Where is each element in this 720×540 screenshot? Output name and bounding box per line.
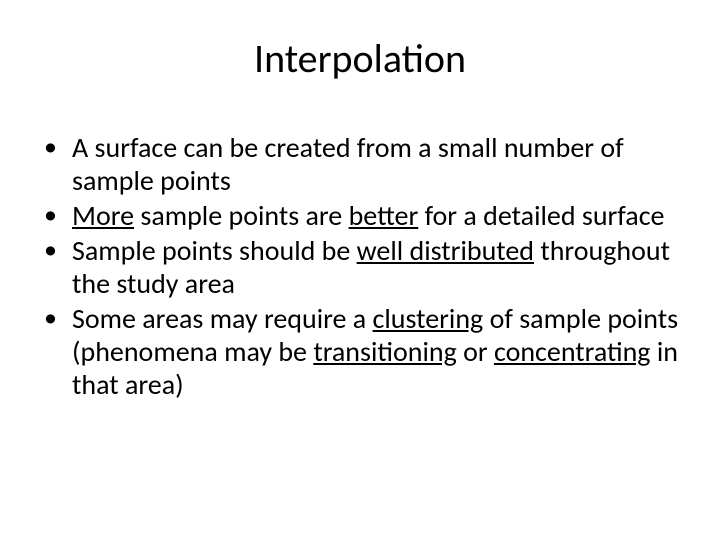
list-item: Sample points should be well distributed…: [44, 234, 690, 300]
text-segment: well distributed: [357, 233, 534, 268]
list-item: A surface can be created from a small nu…: [44, 131, 690, 197]
text-segment: clustering: [373, 301, 484, 336]
text-segment: concentrating: [494, 334, 651, 369]
text-segment: A surface can be created from a small nu…: [72, 130, 624, 198]
text-segment: Sample points should be: [72, 233, 357, 268]
text-segment: or: [457, 334, 494, 369]
text-segment: transitioning: [313, 334, 456, 369]
slide-title: Interpolation: [30, 34, 690, 83]
text-segment: More: [72, 198, 134, 233]
text-segment: better: [349, 198, 419, 233]
text-segment: Some areas may require a: [72, 301, 373, 336]
text-segment: for a detailed surface: [418, 198, 664, 233]
text-segment: sample points are: [134, 198, 349, 233]
list-item: Some areas may require a clustering of s…: [44, 302, 690, 401]
list-item: More sample points are better for a deta…: [44, 199, 690, 232]
bullet-list: A surface can be created from a small nu…: [30, 131, 690, 401]
